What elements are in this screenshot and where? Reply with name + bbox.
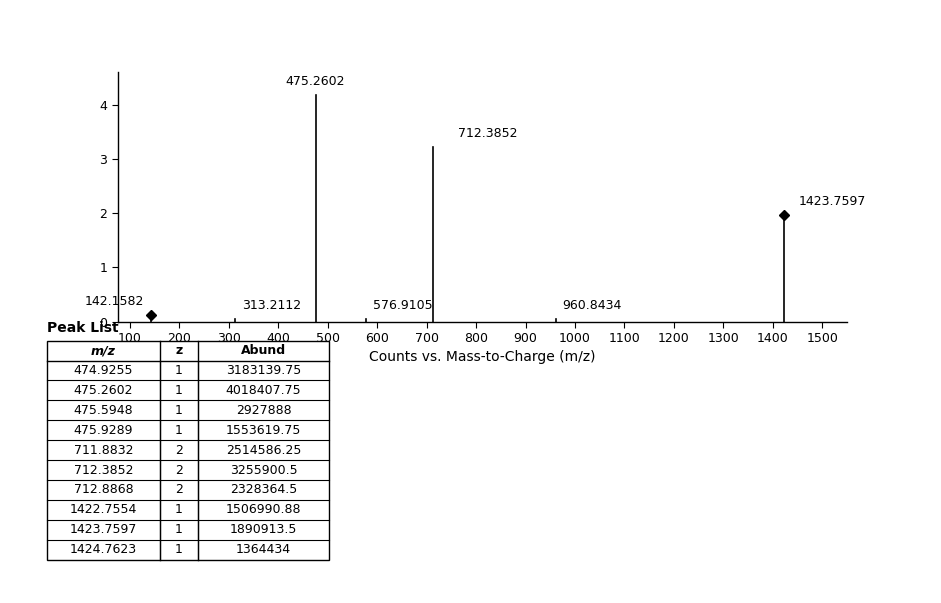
Text: 1423.7597: 1423.7597 — [70, 523, 137, 536]
Text: 1506990.88: 1506990.88 — [226, 504, 301, 516]
Text: 2514586.25: 2514586.25 — [226, 444, 301, 456]
Text: 313.2112: 313.2112 — [243, 299, 301, 312]
Text: 1: 1 — [175, 424, 183, 437]
Text: 712.8868: 712.8868 — [73, 484, 134, 496]
Text: 2927888: 2927888 — [235, 404, 292, 417]
Text: 2328364.5: 2328364.5 — [230, 484, 297, 496]
Text: 1: 1 — [175, 384, 183, 397]
Text: 960.8434: 960.8434 — [563, 299, 622, 312]
Text: 475.2602: 475.2602 — [73, 384, 134, 397]
Text: 1: 1 — [175, 364, 183, 377]
Text: 576.9105: 576.9105 — [373, 299, 432, 312]
Text: 474.9255: 474.9255 — [73, 364, 134, 377]
Text: 1: 1 — [175, 543, 183, 556]
Text: 2: 2 — [175, 444, 183, 456]
Text: 475.9289: 475.9289 — [73, 424, 134, 437]
Text: 2: 2 — [175, 484, 183, 496]
Text: m/z: m/z — [91, 344, 116, 357]
Text: 1553619.75: 1553619.75 — [226, 424, 301, 437]
Text: z: z — [175, 344, 183, 357]
Text: 1: 1 — [175, 404, 183, 417]
Text: 3255900.5: 3255900.5 — [230, 464, 297, 476]
Text: 142.1582: 142.1582 — [85, 295, 144, 308]
Text: 3183139.75: 3183139.75 — [226, 364, 301, 377]
Text: 1424.7623: 1424.7623 — [70, 543, 137, 556]
Text: 711.8832: 711.8832 — [73, 444, 134, 456]
Text: 712.3852: 712.3852 — [73, 464, 134, 476]
Text: 1364434: 1364434 — [236, 543, 291, 556]
X-axis label: Counts vs. Mass-to-Charge (m/z): Counts vs. Mass-to-Charge (m/z) — [369, 350, 596, 364]
Text: 475.5948: 475.5948 — [73, 404, 134, 417]
Text: 475.2602: 475.2602 — [286, 75, 345, 88]
Text: 1423.7597: 1423.7597 — [798, 195, 866, 208]
Text: 1422.7554: 1422.7554 — [70, 504, 137, 516]
Text: Abund: Abund — [241, 344, 286, 357]
Text: 712.3852: 712.3852 — [457, 127, 518, 140]
Text: 1: 1 — [175, 523, 183, 536]
Text: 2: 2 — [175, 464, 183, 476]
Text: 1: 1 — [175, 504, 183, 516]
Text: 1890913.5: 1890913.5 — [230, 523, 297, 536]
Text: Peak List: Peak List — [47, 321, 119, 335]
Text: 4018407.75: 4018407.75 — [226, 384, 301, 397]
